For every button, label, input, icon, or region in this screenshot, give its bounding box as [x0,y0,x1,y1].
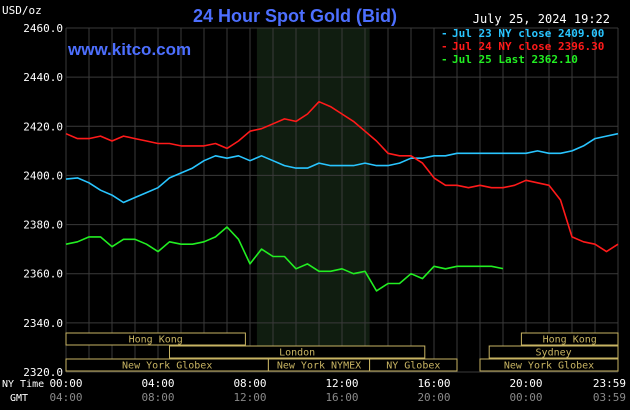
gmt-label: GMT [10,393,28,404]
session-label: New York NYMEX [277,361,361,372]
session-label: New York Globex [122,361,212,372]
legend-marker: - [441,40,448,53]
session-label: New York Globex [504,361,594,372]
series-line-3 [65,226,504,292]
session-label: London [279,348,315,359]
legend-entry: Jul 25 Last 2362.10 [452,53,578,66]
x-tick-label-ny: 16:00 [417,377,450,390]
legend-marker: - [441,27,448,40]
legend-entry: Jul 23 NY close 2409.00 [452,27,604,40]
unit-label: USD/oz [2,4,42,17]
x-tick-label-gmt: 12:00 [233,391,266,404]
x-tick-label-gmt: 04:00 [49,391,82,404]
legend: - Jul 23 NY close 2409.00- Jul 24 NY close… [441,27,604,66]
x-tick-label-ny: 12:00 [325,377,358,390]
x-tick-label-gmt: 20:00 [417,391,450,404]
chart-title: 24 Hour Spot Gold (Bid) [193,6,397,26]
y-tick-label: 2440.0 [23,71,63,84]
session-label: NY Globex [386,361,440,372]
series-line-1 [65,132,619,204]
session-box [479,358,619,372]
legend-marker: - [441,53,448,66]
x-tick-label-gmt: 00:00 [509,391,542,404]
x-tick-label-ny: 20:00 [509,377,542,390]
session-box [369,358,458,372]
x-tick-label-ny: 08:00 [233,377,266,390]
x-tick-label-gmt: 08:00 [141,391,174,404]
y-tick-label: 2340.0 [23,317,63,330]
x-tick-label-ny: 23:59 [593,377,626,390]
x-tick-label-gmt: 16:00 [325,391,358,404]
legend-entry: Jul 24 NY close 2396.30 [452,40,604,53]
x-tick-label-gmt: 03:59 [593,391,626,404]
y-tick-label: 2360.0 [23,268,63,281]
series-line-2 [65,100,619,253]
nymex-shaded-region [256,28,370,372]
session-label: Sydney [536,348,572,359]
session-box [169,345,426,359]
y-tick-label: 2320.0 [23,366,63,379]
timestamp: July 25, 2024 19:22 [473,12,610,26]
session-box [488,345,619,359]
website-link[interactable]: www.kitco.com [67,40,191,59]
y-tick-label: 2420.0 [23,120,63,133]
y-tick-label: 2460.0 [23,22,63,35]
session-label: Hong Kong [543,335,597,346]
y-tick-label: 2400.0 [23,169,63,182]
session-label: Hong Kong [129,335,183,346]
ny-time-label: NY Time [2,379,44,390]
x-tick-label-ny: 04:00 [141,377,174,390]
session-box [65,332,246,346]
session-box [520,332,619,346]
x-tick-label-ny: 00:00 [49,377,82,390]
y-tick-label: 2380.0 [23,219,63,232]
